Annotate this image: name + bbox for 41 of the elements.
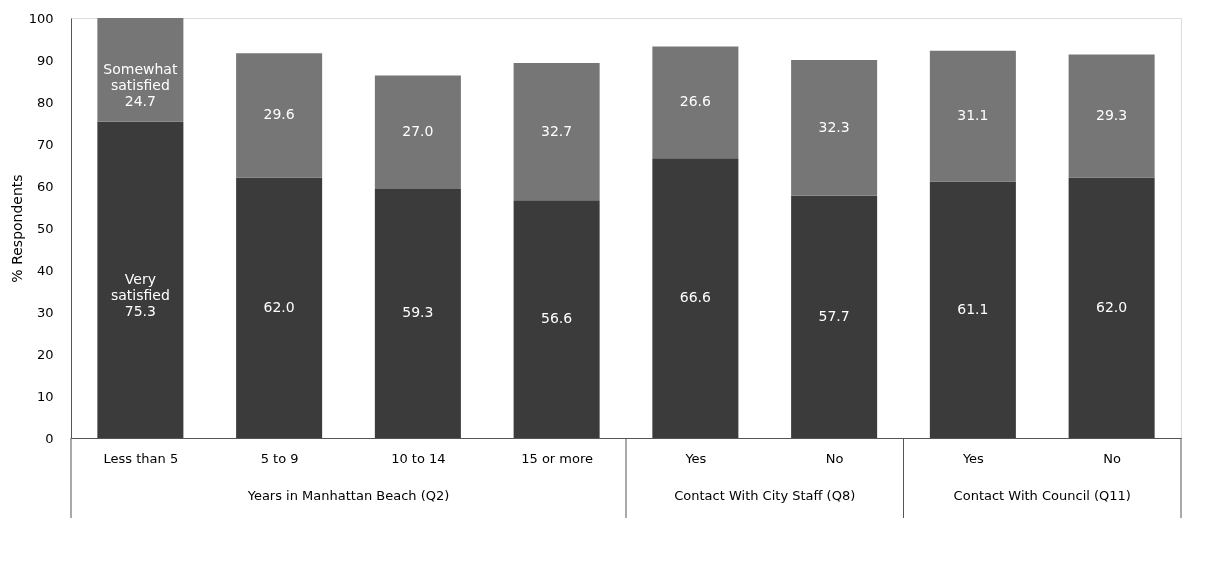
x-tick-label: 10 to 14: [391, 450, 446, 466]
data-label: 26.6: [679, 93, 712, 110]
x-tick-label: Yes: [684, 450, 707, 466]
y-tick-label: 0: [45, 430, 54, 446]
y-tick-label: 40: [36, 262, 54, 278]
y-tick-label: 10: [36, 388, 54, 404]
text: Years in Manhattan Beach (Q2): [246, 488, 450, 503]
y-tick-label: 30: [36, 304, 54, 320]
data-label: 56.6: [541, 310, 573, 327]
data-label: 32.3: [818, 118, 850, 135]
data-label: 61.1: [957, 300, 989, 317]
data-label: 24.7: [124, 92, 156, 109]
series-label: Somewhat satisfied: [103, 60, 178, 93]
data-label: 27.0: [402, 123, 434, 140]
x-tick-label: 5 to 9: [260, 450, 299, 466]
y-tick-label: 70: [36, 136, 54, 152]
y-tick-label: 50: [36, 220, 54, 236]
x-tick-label: Yes: [961, 450, 985, 466]
y-tick-label: 20: [36, 346, 54, 362]
x-tick-label: Less than 5: [103, 450, 179, 466]
y-tick-label: 90: [36, 52, 54, 68]
y-tick-label: 60: [36, 178, 54, 194]
y-axis-title: % Respondents: [8, 174, 25, 283]
x-tick-label: No: [825, 450, 844, 466]
data-label: 59.3: [402, 304, 434, 321]
text: Contact With City Staff (Q8): [674, 488, 856, 503]
data-label: 32.7: [541, 122, 573, 139]
text: Contact With Council (Q11): [953, 488, 1131, 503]
data-label: 62.0: [1096, 298, 1128, 315]
x-tick-label: 15 or more: [521, 450, 594, 466]
data-label: 66.6: [679, 289, 712, 306]
series-label: Very satisfied: [110, 270, 170, 303]
data-label: 31.1: [957, 107, 989, 124]
y-tick-label: 80: [36, 94, 54, 110]
data-label: 29.6: [263, 106, 295, 123]
data-label: 57.7: [818, 307, 850, 324]
data-label: 75.3: [124, 302, 156, 319]
x-tick-label: No: [1103, 450, 1122, 466]
data-label: 29.3: [1096, 107, 1128, 124]
data-label: 62.0: [263, 298, 295, 315]
y-tick-label: 100: [28, 10, 54, 26]
